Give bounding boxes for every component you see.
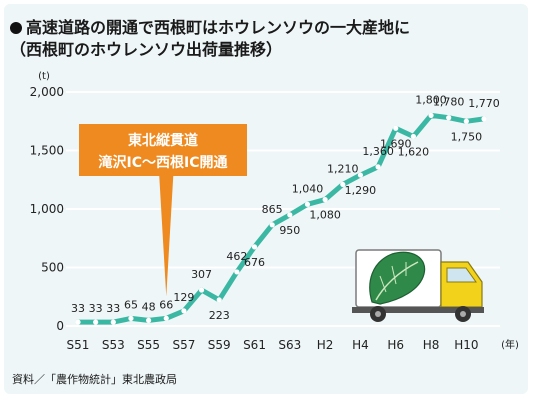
chart-panel [4,4,528,394]
data-label: 865 [262,203,283,216]
chart-title: 高速道路の開通で西根町はホウレンソウの一大産地に [10,14,410,38]
data-label: 1,770 [468,97,500,110]
y-tick-label: 1,000 [30,202,64,216]
data-label: 1,360 [362,145,394,158]
callout: 東北縦貫道 滝沢IC〜西根IC開通 [79,124,247,297]
x-tick-label: H4 [352,338,369,352]
data-point [410,133,416,140]
y-tick-label: 500 [41,261,64,275]
x-unit-label: (年) [501,338,519,351]
data-point [75,319,81,325]
data-label: 33 [106,302,120,315]
data-point [304,201,311,207]
data-point [428,112,434,118]
data-point [481,116,487,122]
data-point [234,269,240,275]
data-label: 307 [191,268,212,281]
data-point [110,319,116,325]
series-line [75,112,487,325]
data-label: 1,690 [380,137,412,150]
callout-line-2: 滝沢IC〜西根IC開通 [99,154,228,171]
data-label: 1,750 [451,130,483,143]
x-tick-label: S59 [208,338,231,352]
data-point [128,315,134,321]
x-tick-label: S53 [102,338,125,352]
y-tick-label: 1,500 [30,144,64,158]
chart-subtitle: （西根町のホウレンソウ出荷量推移） [10,40,283,59]
y-axis: 0 500 1,000 1,500 2,000 [30,85,64,333]
data-point [146,317,152,323]
data-label: 1,080 [309,209,341,222]
data-point [340,181,346,188]
x-tick-label: H8 [423,338,440,352]
x-axis: S51 S53 S55 S57 S59 S61 S63 H2 H4 H6 H8 H10 [67,338,479,352]
data-label: 33 [71,302,85,315]
data-point [322,197,328,203]
x-tick-label: S51 [67,338,90,352]
data-label: 129 [173,291,194,304]
data-label: 462 [226,250,247,263]
data-point [163,315,169,321]
callout-line-1: 東北縦貫道 [128,132,198,149]
data-label: 1,040 [292,182,324,195]
data-point [93,319,99,325]
data-point [216,297,222,303]
x-tick-label: H10 [454,338,478,352]
data-point [393,125,399,131]
callout-box [79,124,247,297]
data-label: 65 [124,298,138,311]
data-label: 33 [89,302,103,315]
x-tick-label: S63 [278,338,301,352]
data-point [287,212,293,218]
data-point [446,115,452,121]
data-label: 223 [209,309,230,322]
truck-icon [352,249,484,322]
x-tick-label: S55 [137,338,160,352]
data-points [75,112,487,325]
data-label: 1,210 [327,162,359,175]
data-point [357,172,364,178]
data-label: 1,620 [398,145,430,158]
data-point [181,308,187,314]
data-label: 950 [279,224,300,237]
data-label: 1,780 [433,96,465,109]
data-label: 1,290 [345,184,377,197]
data-point [251,244,258,250]
title-line-1: 高速道路の開通で西根町はホウレンソウの一大産地に [26,18,411,37]
data-labels: 33 33 33 65 48 661293072234626768659501,0401,… [71,93,500,322]
y-tick-label: 0 [56,319,64,333]
data-label: 48 [142,300,156,313]
y-unit-label: (t) [38,71,50,82]
data-point [269,222,275,228]
data-label: 676 [244,256,265,269]
data-point [463,118,469,124]
data-label: 1,800 [415,93,447,106]
data-point [198,287,205,293]
y-tick-label: 2,000 [30,85,64,99]
source-note: 資料／「農作物統計」東北農政局 [12,373,177,386]
bullet-icon [10,22,22,34]
x-tick-label: H2 [317,338,334,352]
x-tick-label: S61 [243,338,266,352]
x-tick-label: S57 [172,338,195,352]
x-tick-label: H6 [387,338,404,352]
data-point [375,164,381,170]
data-label: 66 [159,298,173,311]
